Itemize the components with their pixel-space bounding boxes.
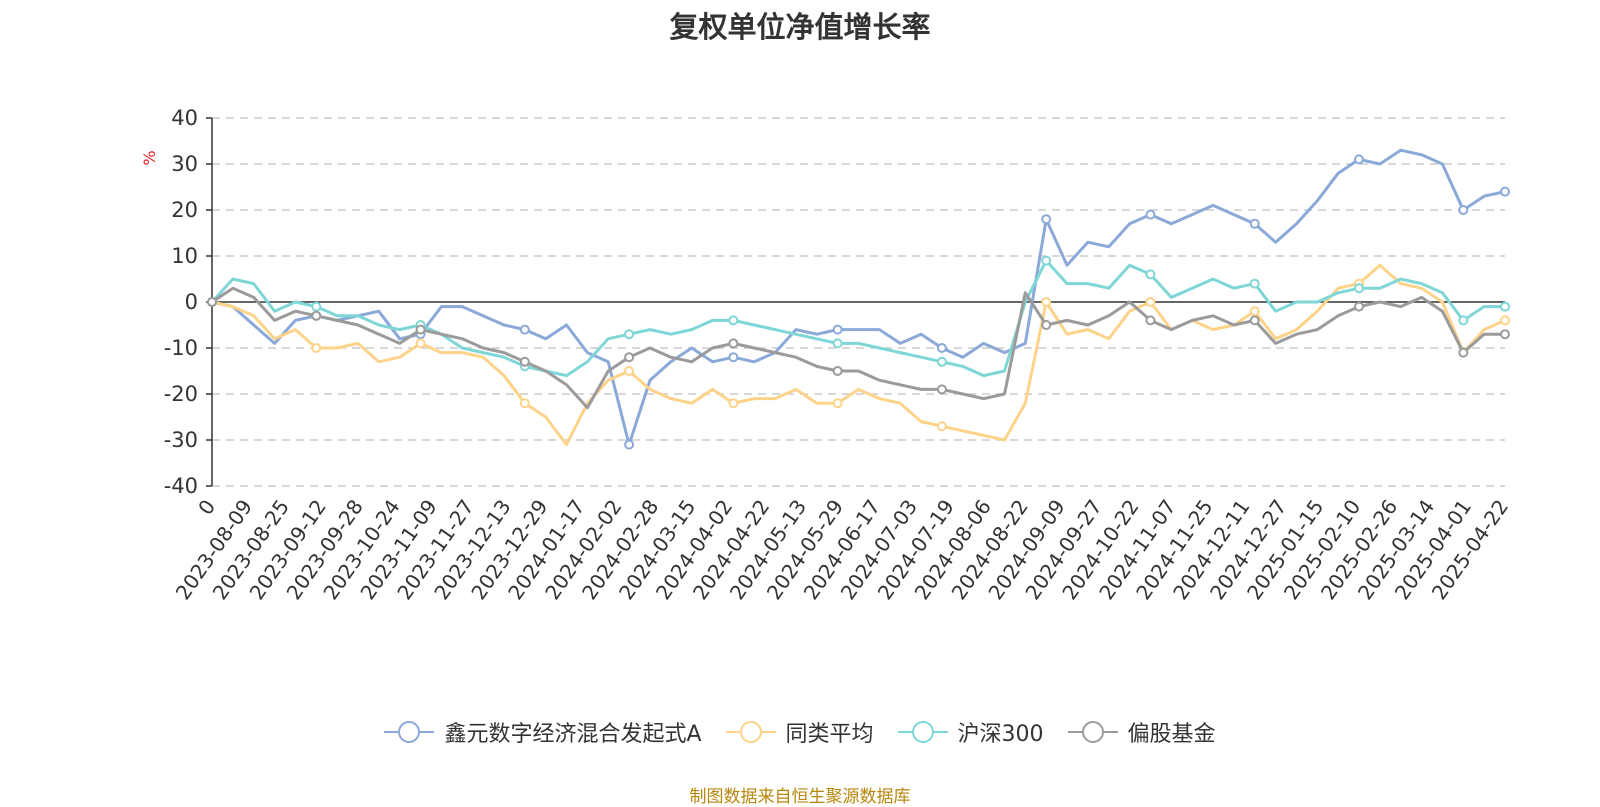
series-point-3 [1249, 278, 1260, 289]
series-point-1 [1145, 209, 1156, 220]
series-point-4 [728, 338, 739, 349]
series-point-4 [519, 356, 530, 367]
series-point-4 [311, 310, 322, 321]
legend-swatch [1067, 721, 1118, 743]
series-point-2 [1249, 306, 1260, 317]
series-layer [207, 148, 1510, 450]
y-tick-label: 40 [171, 106, 198, 130]
series-point-1 [624, 439, 635, 450]
series-point-4 [832, 366, 843, 376]
legend-item[interactable]: 同类平均 [725, 716, 874, 748]
series-line-3 [210, 259, 1505, 378]
series-line-4 [211, 286, 1505, 410]
series-point-3 [832, 338, 843, 349]
series-point-1 [519, 324, 530, 335]
series-point-1 [1041, 214, 1052, 225]
series-point-1 [1354, 154, 1365, 165]
series-point-2 [936, 421, 947, 432]
legend-item[interactable]: 偏股基金 [1067, 716, 1216, 748]
y-tick-label: -10 [164, 336, 198, 360]
y-tick-label: -30 [164, 428, 198, 452]
series-point-3 [624, 329, 635, 340]
legend-swatch [725, 721, 776, 743]
series-point-2 [1145, 297, 1156, 307]
legend-swatch [897, 721, 948, 743]
legend-label: 沪深300 [957, 722, 1044, 747]
series-point-3 [1458, 315, 1469, 326]
y-tick-label: 30 [171, 152, 198, 176]
series-line-1 [211, 148, 1506, 447]
series-point-3 [311, 301, 322, 312]
label-layer: 403020100-10-20-30-40%02023-08-092023-08… [140, 106, 1513, 604]
series-point-4 [1249, 315, 1260, 326]
source-note: 制图数据来自恒生聚源数据库 [689, 787, 911, 807]
chart-title: 复权单位净值增长率 [669, 10, 931, 44]
series-point-2 [311, 343, 322, 353]
legend-label: 鑫元数字经济混合发起式A [444, 722, 702, 747]
y-tick-label: 0 [185, 290, 198, 314]
y-tick-label: 20 [171, 198, 198, 222]
series-point-3 [936, 356, 947, 367]
series-point-3 [1500, 301, 1510, 312]
series-point-2 [832, 398, 843, 409]
series-point-3 [1354, 283, 1365, 294]
series-point-3 [1041, 255, 1052, 266]
legend-swatch [384, 721, 435, 743]
series-point-1 [832, 324, 843, 335]
series-point-1 [728, 352, 739, 363]
y-tick-label: -20 [164, 382, 198, 406]
series-point-2 [624, 366, 635, 376]
y-tick-label: -40 [164, 474, 198, 498]
series-point-1 [936, 343, 947, 353]
series-point-4 [1458, 347, 1469, 358]
series-point-3 [1145, 269, 1156, 280]
series-point-4 [936, 384, 947, 395]
series-point-4 [207, 297, 217, 307]
series-point-1 [1249, 218, 1260, 229]
series-point-4 [1354, 301, 1365, 312]
series-point-3 [728, 315, 739, 326]
series-point-2 [415, 338, 426, 349]
series-point-4 [1041, 320, 1052, 330]
series-line-2 [211, 263, 1506, 447]
y-tick-label: 10 [171, 244, 198, 268]
legend-label: 同类平均 [785, 722, 874, 747]
series-point-2 [1041, 297, 1052, 307]
y-axis-label: % [140, 150, 159, 165]
legend-label: 偏股基金 [1127, 722, 1216, 747]
series-point-4 [1145, 315, 1156, 326]
series-point-2 [519, 398, 530, 409]
series-point-4 [624, 352, 635, 363]
legend: 鑫元数字经济混合发起式A 同类平均 沪深300 偏股基金 [0, 716, 1600, 748]
series-point-2 [1500, 315, 1510, 326]
series-point-1 [1458, 205, 1469, 215]
series-point-4 [1500, 329, 1510, 340]
x-tick-label: 0 [193, 495, 220, 519]
legend-item[interactable]: 沪深300 [897, 716, 1044, 748]
legend-item[interactable]: 鑫元数字经济混合发起式A [384, 716, 702, 748]
series-point-4 [415, 324, 426, 335]
series-point-2 [728, 398, 739, 409]
series-point-1 [1500, 186, 1510, 197]
